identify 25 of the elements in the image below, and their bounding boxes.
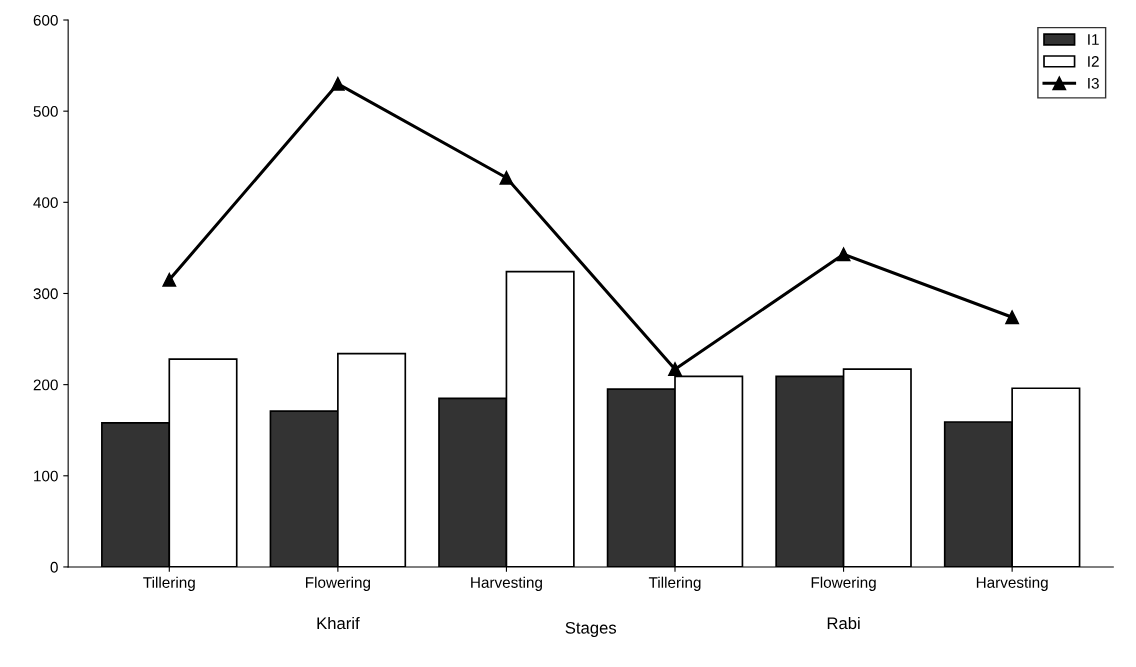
- point: [1005, 310, 1020, 325]
- x-tick-label: Tillering: [143, 576, 195, 591]
- text: Rabi: [827, 616, 860, 630]
- point: [330, 76, 345, 91]
- y-tick-label: 600: [33, 14, 58, 26]
- y-tick-label: 400: [33, 197, 58, 209]
- legend-label: I3: [1088, 77, 1099, 89]
- point: [162, 272, 177, 287]
- y-tick-label: 200: [33, 379, 58, 391]
- x-tick-label: Tillering: [648, 576, 701, 591]
- point: [836, 247, 851, 262]
- x-tick-label: Harvesting: [471, 576, 542, 591]
- y-tick-label: 500: [33, 106, 58, 117]
- point: [668, 362, 682, 377]
- x-tick-label: Flowering: [306, 576, 370, 591]
- y-tick-label: 0: [50, 561, 58, 573]
- x-tick-label: Flowering: [811, 576, 876, 591]
- legend-label: I2: [1088, 56, 1099, 67]
- x-axis-title: Stages: [565, 621, 617, 638]
- point: [499, 170, 514, 185]
- y-tick-label: 100: [34, 470, 58, 482]
- legend-label: I1: [1088, 34, 1099, 45]
- text: Kharif: [317, 616, 360, 630]
- y-tick-label: 300: [33, 288, 58, 300]
- x-tick-label: Harvesting: [976, 576, 1048, 591]
